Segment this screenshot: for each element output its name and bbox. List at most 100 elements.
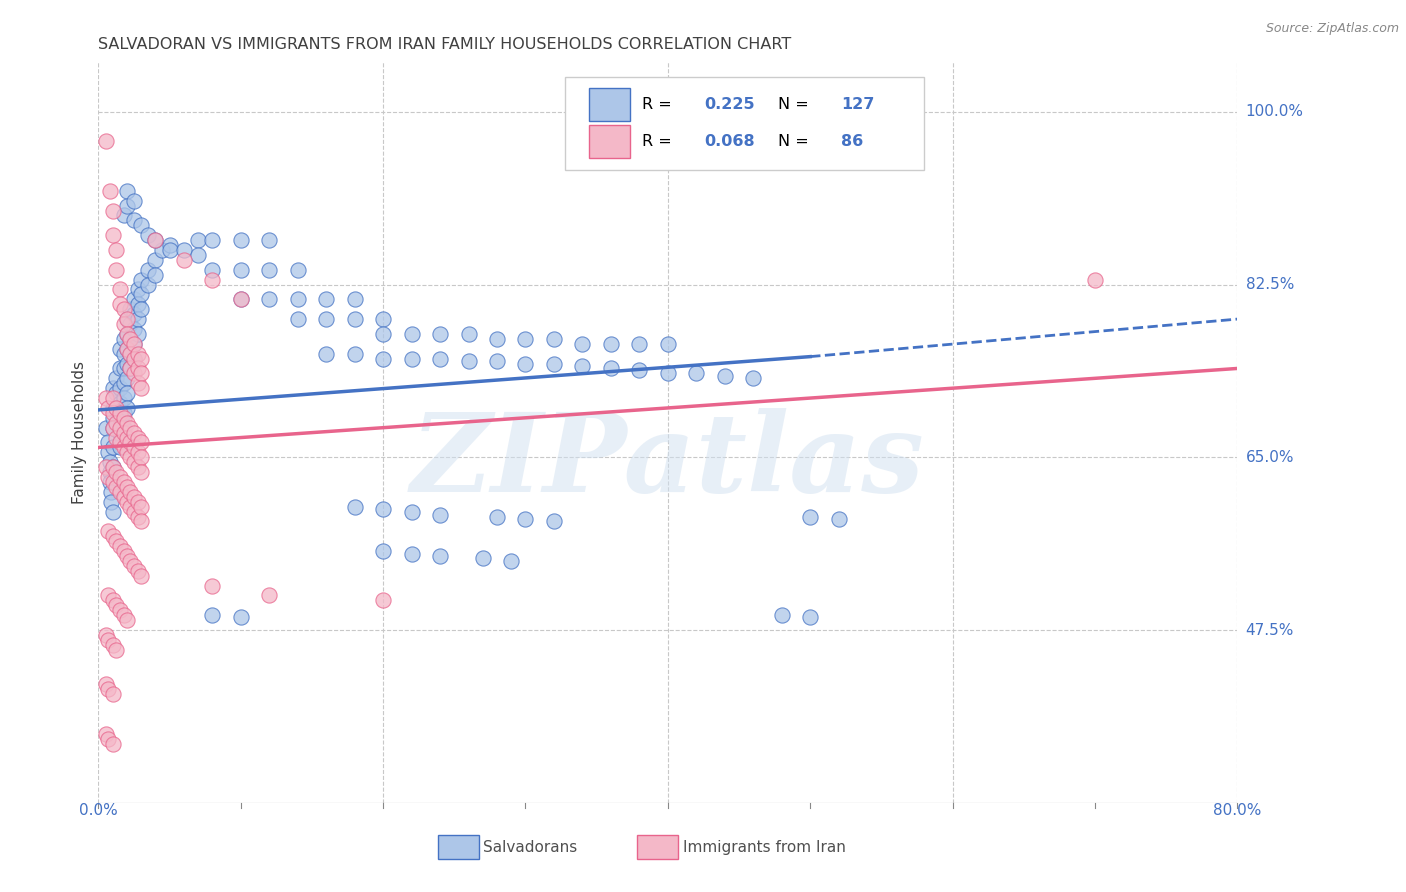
Point bbox=[828, 511, 851, 525]
Point bbox=[315, 293, 337, 307]
Point bbox=[115, 312, 138, 326]
Point bbox=[108, 435, 131, 450]
Point bbox=[108, 603, 131, 617]
Text: 65.0%: 65.0% bbox=[1246, 450, 1294, 465]
Point bbox=[97, 401, 120, 415]
Point bbox=[115, 326, 138, 341]
Text: 80.0%: 80.0% bbox=[1213, 803, 1261, 818]
Point bbox=[112, 425, 135, 440]
Point bbox=[118, 361, 141, 376]
Point bbox=[152, 243, 174, 257]
Point bbox=[101, 475, 124, 489]
FancyBboxPatch shape bbox=[637, 836, 678, 859]
Point bbox=[122, 455, 145, 469]
Point bbox=[457, 326, 479, 341]
FancyBboxPatch shape bbox=[565, 78, 924, 169]
Point bbox=[112, 317, 135, 331]
Point bbox=[343, 500, 366, 514]
Point bbox=[97, 445, 120, 459]
Point bbox=[108, 283, 131, 297]
Text: Immigrants from Iran: Immigrants from Iran bbox=[683, 839, 845, 855]
Point bbox=[112, 302, 135, 317]
Point bbox=[97, 632, 120, 647]
Point bbox=[94, 677, 117, 691]
Text: 0.225: 0.225 bbox=[704, 97, 755, 112]
Point bbox=[429, 549, 451, 563]
Point bbox=[118, 484, 141, 499]
Point bbox=[118, 302, 141, 317]
Point bbox=[229, 262, 252, 277]
Text: R =: R = bbox=[641, 97, 676, 112]
Point bbox=[112, 441, 135, 455]
Point bbox=[315, 346, 337, 360]
Point bbox=[129, 515, 152, 529]
Point bbox=[201, 262, 224, 277]
Point bbox=[799, 610, 821, 624]
Point bbox=[108, 539, 131, 553]
FancyBboxPatch shape bbox=[437, 836, 479, 859]
Point bbox=[145, 268, 167, 282]
Point bbox=[94, 460, 117, 475]
Point bbox=[108, 441, 131, 455]
Point bbox=[101, 203, 124, 218]
Point bbox=[118, 332, 141, 346]
Point bbox=[112, 332, 135, 346]
Point bbox=[685, 367, 707, 381]
Point bbox=[104, 386, 127, 401]
Point bbox=[115, 494, 138, 508]
Point bbox=[127, 361, 149, 376]
Point bbox=[104, 401, 127, 415]
Point bbox=[108, 410, 131, 425]
Point bbox=[97, 682, 120, 697]
Point bbox=[98, 184, 121, 198]
Point bbox=[657, 336, 679, 351]
Point bbox=[98, 465, 121, 479]
Point bbox=[108, 342, 131, 356]
Point bbox=[122, 293, 145, 307]
Point bbox=[129, 568, 152, 582]
Point bbox=[136, 262, 159, 277]
Point bbox=[287, 293, 309, 307]
Point bbox=[101, 420, 124, 434]
Point bbox=[112, 608, 135, 623]
Point bbox=[1084, 272, 1107, 286]
Point bbox=[118, 500, 141, 514]
Text: 82.5%: 82.5% bbox=[1246, 277, 1294, 292]
Point bbox=[129, 450, 152, 465]
Point bbox=[115, 480, 138, 494]
Point bbox=[145, 233, 167, 247]
Point bbox=[108, 361, 131, 376]
Text: R =: R = bbox=[641, 134, 676, 149]
Point bbox=[100, 494, 122, 508]
Point bbox=[129, 219, 152, 233]
Point bbox=[173, 252, 195, 267]
Point bbox=[401, 326, 423, 341]
Point bbox=[129, 381, 152, 395]
Point bbox=[115, 431, 138, 445]
Point bbox=[457, 353, 479, 368]
Point bbox=[127, 509, 149, 524]
Point bbox=[145, 233, 167, 247]
Point bbox=[100, 484, 122, 499]
Point bbox=[401, 351, 423, 366]
Point bbox=[108, 381, 131, 395]
Point bbox=[104, 480, 127, 494]
Point bbox=[136, 228, 159, 243]
Text: N =: N = bbox=[779, 134, 814, 149]
Text: ZIPatlas: ZIPatlas bbox=[411, 409, 925, 516]
Point bbox=[97, 731, 120, 746]
Point bbox=[201, 233, 224, 247]
Point bbox=[101, 460, 124, 475]
Point bbox=[115, 371, 138, 385]
Point bbox=[145, 252, 167, 267]
Text: SALVADORAN VS IMMIGRANTS FROM IRAN FAMILY HOUSEHOLDS CORRELATION CHART: SALVADORAN VS IMMIGRANTS FROM IRAN FAMIL… bbox=[98, 37, 792, 52]
Point bbox=[127, 346, 149, 360]
Point bbox=[118, 346, 141, 360]
Point bbox=[115, 184, 138, 198]
Point bbox=[127, 460, 149, 475]
Point bbox=[118, 332, 141, 346]
Point bbox=[259, 293, 281, 307]
Point bbox=[343, 346, 366, 360]
Point bbox=[104, 534, 127, 549]
Point bbox=[201, 579, 224, 593]
